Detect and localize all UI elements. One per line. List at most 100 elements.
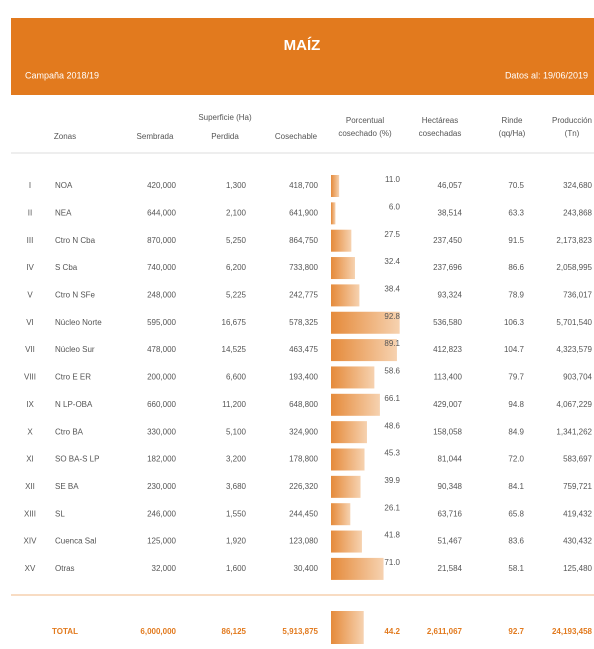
cell: 237,696 [433, 263, 462, 272]
cell: VI [26, 318, 34, 327]
title: MAÍZ [284, 37, 321, 54]
cell: 3,680 [226, 482, 247, 491]
cell: 6,200 [226, 263, 247, 272]
percent-bar [331, 257, 355, 280]
cell: 736,017 [563, 291, 592, 300]
cell: 641,900 [289, 208, 318, 217]
cell: 759,721 [563, 482, 592, 491]
percent-bar [331, 557, 384, 580]
cell: Ctro N Cba [55, 236, 96, 245]
cell: 46,057 [438, 181, 463, 190]
cell: 113,400 [434, 373, 463, 382]
cell: 430,432 [563, 537, 592, 546]
cell: 14,525 [222, 345, 247, 354]
cell: 870,000 [147, 236, 176, 245]
cell: IV [26, 263, 34, 272]
percent-bar [331, 503, 351, 526]
cell: 89.1 [384, 339, 400, 348]
cell: 2,100 [226, 208, 247, 217]
cell: Otras [55, 564, 75, 573]
cell: 63,716 [438, 509, 463, 518]
cell: 1,600 [226, 564, 247, 573]
cell: 123,080 [289, 537, 318, 546]
column-header: Porcentual [346, 116, 384, 125]
column-header: Zonas [54, 132, 76, 141]
cell: 200,000 [147, 373, 176, 382]
cell: 81,044 [438, 455, 463, 464]
cell: 158,058 [433, 427, 462, 436]
cell: 330,000 [147, 427, 176, 436]
cell: 429,007 [433, 400, 462, 409]
date: Datos al: 19/06/2019 [505, 70, 588, 80]
cell: 94.8 [508, 400, 524, 409]
column-header: cosechadas [419, 129, 462, 138]
cell: V [27, 291, 33, 300]
cell: 106.3 [504, 318, 525, 327]
cell: SE BA [55, 482, 79, 491]
cell: 79.7 [508, 373, 524, 382]
cell: XIV [24, 537, 38, 546]
cell: 230,000 [147, 482, 176, 491]
cell: 237,450 [433, 236, 462, 245]
column-header: Perdida [211, 132, 239, 141]
cell: VIII [24, 373, 36, 382]
column-header: (qq/Ha) [499, 129, 526, 138]
percent-bar [331, 393, 380, 416]
cell: 86.6 [508, 263, 524, 272]
cell: 41.8 [384, 531, 400, 540]
total-cell: 86,125 [222, 627, 247, 636]
cell: 91.5 [508, 236, 524, 245]
cell: 5,250 [226, 236, 247, 245]
cell: Ctro N SFe [55, 291, 96, 300]
percent-bar [331, 530, 362, 553]
cell: 16,675 [222, 318, 247, 327]
cell: SO BA-S LP [55, 455, 99, 464]
column-header: Rinde [502, 116, 523, 125]
cell: 27.5 [384, 230, 400, 239]
cell: 93,324 [438, 291, 463, 300]
total-cell: 5,913,875 [282, 627, 318, 636]
cell: Núcleo Sur [55, 345, 95, 354]
cell: 71.0 [384, 558, 400, 567]
cell: 70.5 [508, 181, 524, 190]
cell: 26.1 [384, 503, 400, 512]
cell: 63.3 [508, 208, 524, 217]
percent-bar [331, 339, 397, 362]
cell: 419,432 [563, 509, 592, 518]
group-header: Superficie (Ha) [198, 113, 252, 122]
cell: 578,325 [289, 318, 318, 327]
percent-bar [331, 475, 361, 498]
cell: Ctro E ER [55, 373, 91, 382]
cell: S Cba [55, 263, 78, 272]
cell: 3,200 [226, 455, 247, 464]
column-header: Producción [552, 116, 592, 125]
total-cell: 6,000,000 [140, 627, 176, 636]
cell: 5,100 [226, 427, 247, 436]
percent-bar [331, 202, 336, 225]
cell: 242,775 [289, 291, 318, 300]
cell: NEA [55, 208, 72, 217]
cell: II [28, 208, 32, 217]
cell: 5,225 [226, 291, 247, 300]
cell: SL [55, 509, 65, 518]
cell: 324,900 [289, 427, 318, 436]
header-band [11, 18, 594, 95]
cell: 6,600 [226, 373, 247, 382]
cell: 644,000 [147, 208, 176, 217]
cell: 864,750 [289, 236, 318, 245]
cell: 1,341,262 [556, 427, 592, 436]
cell: 740,000 [147, 263, 176, 272]
cell: 32.4 [384, 257, 400, 266]
cell: 6.0 [389, 202, 401, 211]
cell: VII [25, 345, 35, 354]
cell: 2,173,823 [556, 236, 592, 245]
percent-bar [331, 366, 375, 389]
cell: 248,000 [147, 291, 176, 300]
column-header: Cosechable [275, 132, 318, 141]
cell: 84.9 [508, 427, 524, 436]
cell: XV [25, 564, 36, 573]
cell: Núcleo Norte [55, 318, 102, 327]
cell: 478,000 [147, 345, 176, 354]
cell: 182,000 [147, 455, 176, 464]
